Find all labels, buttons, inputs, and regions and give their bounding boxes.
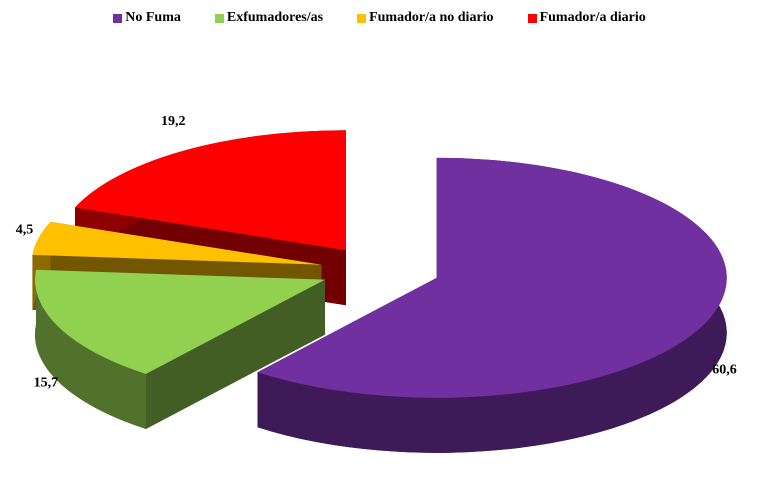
data-label: 15,7 [34,375,59,390]
legend-item: No Fuma [113,10,181,26]
data-label: 60,6 [712,362,737,377]
legend-item: Exfumadores/as [214,10,324,26]
slice [75,130,346,251]
data-label: 19,2 [161,114,186,129]
slice [35,269,326,374]
legend: No Fuma Exfumadores/as Fumador/a no diario… [0,10,759,26]
legend-item: Fumador/a no diario [357,10,494,26]
slice-edge [35,269,146,429]
legend-item: Fumador/a diario [527,10,646,26]
slice [32,221,322,265]
legend-label: Fumador/a no diario [369,10,494,25]
data-label: 4,5 [16,222,34,237]
legend-swatch [113,13,123,23]
legend-label: Exfumadores/as [226,10,324,25]
slice [257,157,727,398]
legend-swatch [214,13,224,23]
legend-label: No Fuma [125,10,181,25]
legend-swatch [357,13,367,23]
legend-label: Fumador/a diario [539,10,646,25]
legend-swatch [527,13,537,23]
